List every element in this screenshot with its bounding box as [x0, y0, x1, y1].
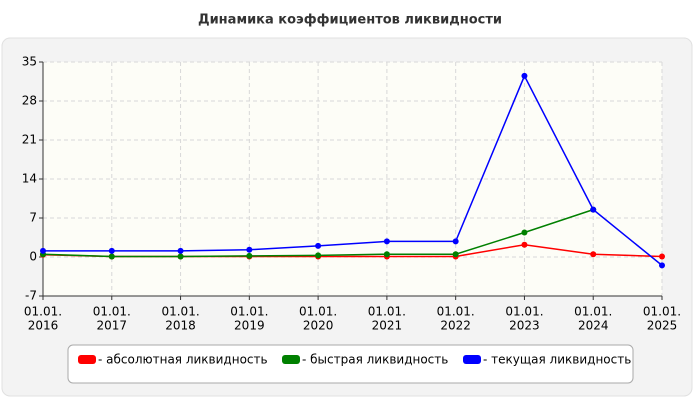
y-tick-label: 14: [22, 172, 37, 186]
x-tick-label: 2025: [647, 319, 678, 333]
y-tick-label: 21: [22, 133, 37, 147]
data-point: [246, 246, 253, 253]
data-point: [590, 251, 597, 258]
data-point: [383, 238, 390, 245]
data-point: [315, 252, 322, 259]
x-tick-label: 2016: [28, 319, 59, 333]
data-point: [108, 247, 115, 254]
data-point: [40, 247, 46, 254]
x-tick-label: 01.01.: [574, 305, 612, 319]
x-tick-label: 2022: [440, 319, 471, 333]
x-tick-label: 01.01.: [437, 305, 475, 319]
x-tick-label: 01.01.: [299, 305, 337, 319]
y-tick-label: 0: [29, 250, 37, 264]
data-point: [590, 206, 597, 213]
series-line: [43, 74, 663, 266]
x-tick-label: 2020: [303, 319, 334, 333]
x-tick-label: 2023: [509, 319, 540, 333]
data-point: [315, 242, 322, 249]
legend-label: - абсолютная ликвидность: [98, 353, 268, 367]
x-tick-label: 01.01.: [24, 305, 62, 319]
data-point: [452, 251, 459, 258]
x-tick-label: 01.01.: [368, 305, 406, 319]
data-point: [452, 238, 459, 245]
y-tick-label: 28: [22, 94, 37, 108]
x-tick-label: 01.01.: [505, 305, 543, 319]
x-tick-label: 2019: [234, 319, 265, 333]
legend-label: - быстрая ликвидность: [302, 353, 448, 367]
data-point: [521, 72, 528, 79]
x-tick-label: 01.01.: [161, 305, 199, 319]
data-point: [383, 251, 390, 258]
legend: [67, 344, 634, 384]
chart-title: Динамика коэффициентов ликвидности: [198, 13, 502, 28]
x-tick-label: 01.01.: [93, 305, 131, 319]
x-tick-label: 2024: [578, 319, 609, 333]
x-tick-label: 01.01.: [643, 305, 681, 319]
x-tick-label: 2017: [97, 319, 128, 333]
data-point: [659, 262, 665, 269]
y-tick-label: -7: [25, 289, 37, 303]
y-tick-label: 35: [22, 55, 37, 69]
x-tick-label: 01.01.: [230, 305, 268, 319]
data-point: [521, 241, 528, 248]
x-tick-label: 2018: [165, 319, 196, 333]
y-tick-label: 7: [29, 211, 37, 225]
legend-label: - текущая ликвидность: [483, 353, 631, 367]
data-point: [177, 247, 184, 254]
legend-swatch: [282, 355, 300, 364]
data-point: [521, 229, 528, 236]
data-point: [177, 253, 184, 260]
legend-swatch: [78, 355, 96, 364]
data-point: [108, 253, 115, 260]
data-point: [246, 252, 253, 259]
legend-swatch: [463, 355, 481, 364]
data-point: [659, 253, 665, 260]
x-tick-label: 2021: [372, 319, 403, 333]
